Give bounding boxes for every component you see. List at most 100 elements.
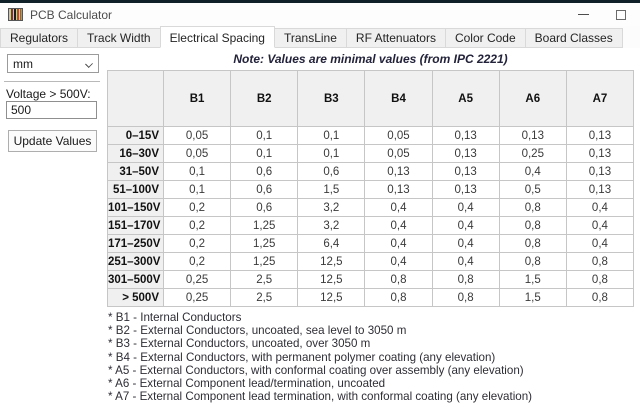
tab-track-width[interactable]: Track Width <box>77 28 161 48</box>
grid-cell: 0,6 <box>230 180 299 199</box>
grid-cell: 0,1 <box>297 144 366 163</box>
unit-select[interactable]: mm <box>7 54 99 73</box>
voltage-input[interactable] <box>6 101 97 119</box>
footnote-b1: * B1 - Internal Conductors <box>108 311 242 324</box>
grid-cell: 0,2 <box>162 198 232 217</box>
electrical-spacing-page: mm Voltage > 500V: Update Values Note: V… <box>0 48 640 411</box>
row-header: 301–500V <box>107 270 164 289</box>
row-header: > 500V <box>107 288 164 307</box>
table-row: > 500V 0,25 2,5 12,5 0,8 0,8 1,5 0,8 <box>107 288 635 307</box>
grid-cell: 0,25 <box>162 270 232 289</box>
footnotes: * B1 - Internal Conductors * B2 - Extern… <box>108 311 532 403</box>
grid-cell: 0,4 <box>565 198 635 217</box>
row-header: 251–300V <box>107 252 164 271</box>
table-row: 151–170V 0,2 1,25 3,2 0,4 0,4 0,8 0,4 <box>107 216 635 235</box>
grid-cell: 0,6 <box>230 162 299 181</box>
grid-cell: 12,5 <box>297 270 366 289</box>
grid-cell: 0,4 <box>431 216 500 235</box>
footnote-b2: * B2 - External Conductors, uncoated, se… <box>108 324 407 338</box>
grid-cell: 1,5 <box>498 288 567 307</box>
grid-cell: 3,2 <box>297 216 366 235</box>
grid-cell: 0,4 <box>498 162 567 181</box>
grid-cell: 0,1 <box>162 162 232 181</box>
grid-cell: 0,13 <box>364 162 433 181</box>
column-header-a7: A7 <box>565 70 635 127</box>
table-row: 16–30V 0,05 0,1 0,1 0,05 0,13 0,25 0,13 <box>107 144 635 163</box>
unit-select-value: mm <box>13 56 33 71</box>
grid-cell: 0,13 <box>431 180 500 199</box>
grid-corner-cell <box>107 70 164 127</box>
minimize-icon <box>577 14 589 15</box>
footnote-a5: * A5 - External Conductors, with conform… <box>108 363 524 377</box>
tab-transline[interactable]: TransLine <box>273 28 347 48</box>
grid-cell: 0,8 <box>498 216 567 235</box>
row-header: 171–250V <box>107 234 164 253</box>
table-row: 101–150V 0,2 0,6 3,2 0,4 0,4 0,8 0,4 <box>107 198 635 217</box>
grid-cell: 12,5 <box>297 288 366 307</box>
grid-cell: 0,4 <box>431 252 500 271</box>
grid-cell: 0,05 <box>162 126 232 145</box>
grid-cell: 0,4 <box>364 198 433 217</box>
tab-board-classes[interactable]: Board Classes <box>524 28 623 48</box>
tab-electrical-spacing[interactable]: Electrical Spacing <box>159 26 275 48</box>
tab-color-code[interactable]: Color Code <box>444 28 526 48</box>
grid-cell: 0,8 <box>565 288 635 307</box>
maximize-icon <box>616 9 626 20</box>
grid-cell: 6,4 <box>297 234 366 253</box>
grid-cell: 0,13 <box>431 126 500 145</box>
tab-regulators[interactable]: Regulators <box>0 28 79 48</box>
column-header-b3: B3 <box>297 70 366 127</box>
titlebar: PCB Calculator <box>0 3 640 26</box>
row-header: 0–15V <box>107 126 164 145</box>
grid-cell: 0,1 <box>162 180 232 199</box>
grid-cell: 0,05 <box>364 144 433 163</box>
grid-cell: 2,5 <box>230 270 299 289</box>
grid-cell: 0,8 <box>498 234 567 253</box>
grid-header-row: B1 B2 B3 B4 A5 A6 A7 <box>107 70 635 127</box>
voltage-label: Voltage > 500V: <box>6 87 91 101</box>
footnote-b4: * B4 - External Conductors, with permane… <box>108 350 496 364</box>
note-text: Note: Values are minimal values (from IP… <box>233 52 508 66</box>
grid-cell: 0,13 <box>431 144 500 163</box>
footnote-b3: * B3 - External Conductors, uncoated, ov… <box>108 337 371 351</box>
grid-cell: 0,13 <box>565 180 635 199</box>
update-values-button[interactable]: Update Values <box>8 130 97 152</box>
panel-separator <box>4 81 100 82</box>
table-row: 301–500V 0,25 2,5 12,5 0,8 0,8 1,5 0,8 <box>107 270 635 289</box>
grid-cell: 1,5 <box>498 270 567 289</box>
grid-cell: 0,4 <box>364 234 433 253</box>
grid-cell: 1,25 <box>230 252 299 271</box>
table-row: 171–250V 0,2 1,25 6,4 0,4 0,4 0,8 0,4 <box>107 234 635 253</box>
app-icon <box>8 7 23 22</box>
footnote-a7: * A7 - External Component lead terminati… <box>108 390 533 404</box>
grid-cell: 0,4 <box>565 234 635 253</box>
column-header-a5: A5 <box>431 70 500 127</box>
chevron-down-icon <box>85 60 93 68</box>
grid-cell: 0,4 <box>565 216 635 235</box>
window-controls <box>564 3 640 26</box>
grid-cell: 1,25 <box>230 234 299 253</box>
grid-cell: 0,25 <box>498 144 567 163</box>
grid-cell: 0,8 <box>565 252 635 271</box>
maximize-button[interactable] <box>602 3 640 26</box>
tab-rf-attenuators[interactable]: RF Attenuators <box>345 28 446 48</box>
grid-cell: 0,2 <box>162 216 232 235</box>
grid-cell: 0,1 <box>230 144 299 163</box>
table-row: 251–300V 0,2 1,25 12,5 0,4 0,4 0,8 0,8 <box>107 252 635 271</box>
grid-cell: 0,8 <box>498 198 567 217</box>
grid-cell: 0,25 <box>162 288 232 307</box>
grid-cell: 0,4 <box>431 198 500 217</box>
grid-cell: 0,13 <box>431 162 500 181</box>
grid-cell: 0,05 <box>364 126 433 145</box>
grid-cell: 0,13 <box>565 144 635 163</box>
grid-cell: 0,2 <box>162 234 232 253</box>
column-header-a6: A6 <box>498 70 567 127</box>
minimize-button[interactable] <box>564 3 602 26</box>
footnote-a6: * A6 - External Component lead/terminati… <box>108 377 386 391</box>
column-header-b1: B1 <box>162 70 232 127</box>
grid-cell: 1,25 <box>230 216 299 235</box>
grid-cell: 0,05 <box>162 144 232 163</box>
grid-cell: 0,1 <box>297 126 366 145</box>
grid-cell: 0,1 <box>230 126 299 145</box>
